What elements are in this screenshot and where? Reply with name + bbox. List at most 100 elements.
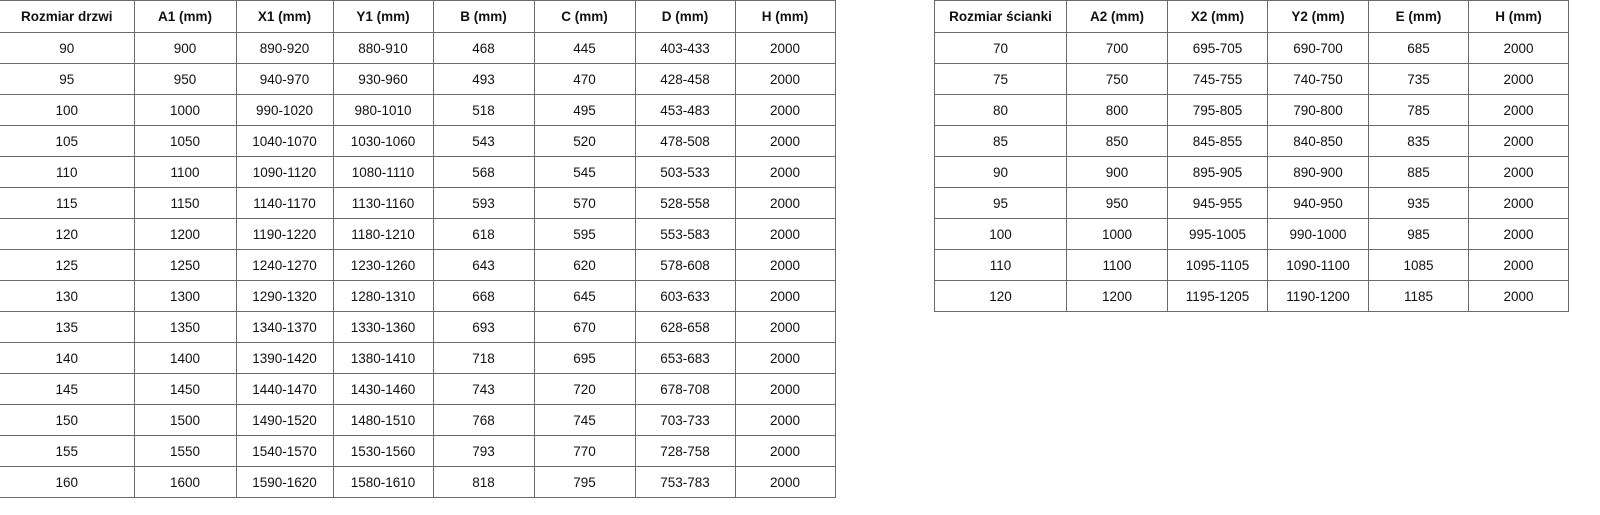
table-cell: 1280-1310 — [332, 280, 434, 312]
table-cell: 1190-1200 — [1267, 280, 1369, 312]
table-cell: 503-533 — [634, 156, 736, 188]
table-cell: 595 — [533, 218, 636, 250]
table-cell: 1500 — [133, 404, 237, 436]
table-cell: 1580-1610 — [332, 466, 434, 498]
table-cell: 1390-1420 — [235, 342, 334, 374]
table-cell: 935 — [1368, 187, 1469, 219]
table-cell: 1200 — [133, 218, 237, 250]
table-cell: 890-920 — [235, 32, 334, 64]
table-row: 95 950 940-970 930-960 493 470 428-458 2000 — [0, 63, 836, 95]
table-cell: 85 — [934, 125, 1067, 157]
table-row: 120 1200 1190-1220 1180-1210 618 595 553-583 20… — [0, 218, 836, 250]
table-cell: 653-683 — [634, 342, 736, 374]
column-header: A1 (mm) — [133, 0, 237, 33]
table-cell: 403-433 — [634, 32, 736, 64]
table-cell: 2000 — [1468, 125, 1569, 157]
table-cell: 1350 — [133, 311, 237, 343]
table-row: 120 1200 1195-1205 1190-1200 1185 2000 — [934, 280, 1569, 312]
table-cell: 940-970 — [235, 63, 334, 95]
table-row: 110 1100 1095-1105 1090-1100 1085 2000 — [934, 249, 1569, 281]
table-cell: 150 — [0, 404, 135, 436]
door-size-table: Rozmiar drzwi A1 (mm) X1 (mm) Y1 (mm) B (mm)… — [0, 0, 836, 498]
table-cell: 728-758 — [634, 435, 736, 467]
table-cell: 1600 — [133, 466, 237, 498]
table-cell: 130 — [0, 280, 135, 312]
table-cell: 1200 — [1066, 280, 1168, 312]
table-cell: 1450 — [133, 373, 237, 405]
column-header: H (mm) — [1468, 0, 1569, 33]
column-header: E (mm) — [1368, 0, 1469, 33]
table-cell: 643 — [432, 249, 535, 281]
table-cell: 528-558 — [634, 187, 736, 219]
table-cell: 105 — [0, 125, 135, 157]
table-cell: 620 — [533, 249, 636, 281]
column-header: A2 (mm) — [1066, 0, 1168, 33]
table-cell: 700 — [1066, 32, 1168, 64]
table-cell: 1290-1320 — [235, 280, 334, 312]
table-cell: 750 — [1066, 63, 1168, 95]
table-cell: 95 — [0, 63, 135, 95]
table-cell: 818 — [432, 466, 535, 498]
table-cell: 75 — [934, 63, 1067, 95]
column-header: Rozmiar drzwi — [0, 0, 135, 33]
table-cell: 768 — [432, 404, 535, 436]
table-cell: 478-508 — [634, 125, 736, 157]
table-cell: 1250 — [133, 249, 237, 281]
table-cell: 990-1020 — [235, 94, 334, 126]
table-cell: 2000 — [1468, 94, 1569, 126]
table-cell: 770 — [533, 435, 636, 467]
table-cell: 1240-1270 — [235, 249, 334, 281]
table-cell: 160 — [0, 466, 135, 498]
table-cell: 1185 — [1368, 280, 1469, 312]
table-cell: 850 — [1066, 125, 1168, 157]
table-row: 70 700 695-705 690-700 685 2000 — [934, 32, 1569, 64]
column-header: Y2 (mm) — [1267, 0, 1369, 33]
table-cell: 1300 — [133, 280, 237, 312]
table-cell: 2000 — [1468, 218, 1569, 250]
table-cell: 990-1000 — [1267, 218, 1369, 250]
table-row: 100 1000 990-1020 980-1010 518 495 453-483 2000 — [0, 94, 836, 126]
table-row: 125 1250 1240-1270 1230-1260 643 620 578-608 20… — [0, 249, 836, 281]
table-cell: 1190-1220 — [235, 218, 334, 250]
table-cell: 90 — [0, 32, 135, 64]
table-cell: 2000 — [734, 156, 836, 188]
table-cell: 2000 — [734, 311, 836, 343]
table-cell: 1090-1100 — [1267, 249, 1369, 281]
table-cell: 1540-1570 — [235, 435, 334, 467]
table-cell: 1230-1260 — [332, 249, 434, 281]
table-cell: 2000 — [734, 94, 836, 126]
table-cell: 1040-1070 — [235, 125, 334, 157]
table-cell: 885 — [1368, 156, 1469, 188]
table-cell: 120 — [934, 280, 1067, 312]
table-cell: 678-708 — [634, 373, 736, 405]
table-cell: 120 — [0, 218, 135, 250]
table-cell: 100 — [934, 218, 1067, 250]
table-cell: 2000 — [734, 404, 836, 436]
table-cell: 453-483 — [634, 94, 736, 126]
table-cell: 2000 — [734, 125, 836, 157]
table-cell: 493 — [432, 63, 535, 95]
table-cell: 890-900 — [1267, 156, 1369, 188]
table-cell: 428-458 — [634, 63, 736, 95]
table-cell: 835 — [1368, 125, 1469, 157]
column-header: C (mm) — [533, 0, 636, 33]
table-cell: 468 — [432, 32, 535, 64]
table-cell: 2000 — [734, 280, 836, 312]
column-header: Rozmiar ścianki — [934, 0, 1067, 33]
table-cell: 670 — [533, 311, 636, 343]
table-cell: 1490-1520 — [235, 404, 334, 436]
table-cell: 2000 — [1468, 156, 1569, 188]
table-cell: 2000 — [734, 249, 836, 281]
table-cell: 1085 — [1368, 249, 1469, 281]
table-header-row: Rozmiar drzwi A1 (mm) X1 (mm) Y1 (mm) B (mm)… — [0, 0, 836, 33]
table-cell: 2000 — [734, 373, 836, 405]
table-cell: 840-850 — [1267, 125, 1369, 157]
table-row: 80 800 795-805 790-800 785 2000 — [934, 94, 1569, 126]
table-row: 130 1300 1290-1320 1280-1310 668 645 603-633 20… — [0, 280, 836, 312]
table-cell: 1140-1170 — [235, 187, 334, 219]
table-cell: 2000 — [1468, 63, 1569, 95]
table-row: 105 1050 1040-1070 1030-1060 543 520 478-508 20… — [0, 125, 836, 157]
table-cell: 80 — [934, 94, 1067, 126]
table-header-row: Rozmiar ścianki A2 (mm) X2 (mm) Y2 (mm) E (m… — [934, 0, 1569, 33]
table-cell: 100 — [0, 94, 135, 126]
